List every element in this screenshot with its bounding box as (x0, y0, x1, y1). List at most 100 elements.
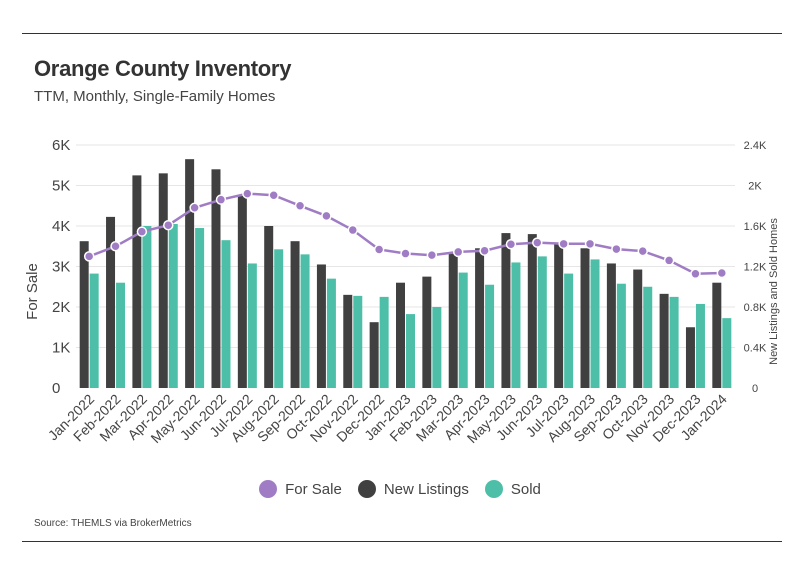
sold-bar (616, 283, 626, 388)
new-listings-bar (448, 253, 458, 388)
y-tick-label: 4K (52, 218, 70, 235)
legend-swatch-sold (484, 480, 503, 498)
new-listings-bar (606, 263, 616, 388)
legend-label-new-listings: New Listings (383, 480, 469, 498)
chart-subtitle: TTM, Monthly, Single-Family Homes (34, 88, 276, 105)
for-sale-point (505, 238, 517, 250)
y2-axis-title: New Listings and Sold Homes (768, 218, 780, 365)
for-sale-point (347, 224, 359, 236)
sold-bar (669, 296, 679, 388)
new-listings-bar (343, 294, 353, 388)
new-listings-bar (158, 173, 168, 388)
sold-bar (406, 314, 415, 388)
y-tick-label: 0 (52, 380, 60, 397)
y2-tick-label: 0.8K (744, 302, 767, 314)
new-listings-bar (580, 248, 590, 388)
for-sale-point (136, 226, 148, 237)
new-listings-bar (237, 194, 247, 388)
for-sale-point (373, 244, 385, 255)
sold-bar (379, 296, 389, 388)
new-listings-bar (685, 327, 695, 388)
sold-bar (537, 256, 547, 388)
chart-title: Orange County Inventory (34, 56, 292, 81)
sold-bar (300, 254, 310, 388)
for-sale-point (215, 194, 227, 205)
for-sale-point (400, 248, 411, 259)
y-tick-label: 2K (52, 299, 70, 316)
sold-bar (695, 303, 705, 388)
for-sale-point (558, 238, 569, 250)
for-sale-point (584, 238, 596, 250)
y-tick-label: 3K (52, 259, 70, 276)
legend-swatch-new-listings (357, 480, 376, 498)
new-listings-bar (475, 248, 485, 388)
for-sale-point (321, 210, 332, 222)
y2-tick-label: 0 (752, 383, 758, 395)
source-note: Source: THEMLS via BrokerMetrics (34, 518, 192, 529)
bottom-rule (22, 541, 782, 542)
for-sale-point (479, 245, 490, 256)
sold-bar (274, 249, 284, 388)
sold-bar (432, 307, 442, 388)
sold-bar (247, 263, 257, 388)
new-listings-bar (396, 282, 405, 388)
top-rule (22, 33, 782, 34)
for-sale-point (189, 202, 200, 214)
for-sale-point (426, 249, 438, 261)
new-listings-bar (554, 244, 564, 388)
new-listings-bar (422, 276, 432, 388)
new-listings-bar (633, 269, 643, 388)
new-listings-bar (185, 159, 195, 388)
for-sale-point (716, 267, 728, 279)
for-sale-point (611, 243, 622, 255)
sold-bar (722, 318, 732, 388)
sold-bar (195, 228, 205, 388)
legend-item-new-listings: New Listings (357, 480, 469, 498)
for-sale-line (88, 192, 722, 276)
y-axis-title: For Sale (24, 263, 41, 320)
y2-tick-label: 0.4K (744, 343, 767, 355)
for-sale-point (637, 245, 648, 257)
y2-tick-label: 2.4K (744, 140, 767, 152)
legend-label-for-sale: For Sale (285, 480, 342, 498)
for-sale-point (532, 237, 543, 248)
new-listings-bar (527, 234, 537, 388)
sold-bar (221, 240, 231, 388)
legend-label-sold: Sold (510, 480, 541, 498)
sold-bar (485, 284, 495, 388)
sold-bar (590, 259, 600, 388)
sold-bar (116, 282, 126, 388)
legend-item-sold: Sold (484, 480, 541, 498)
new-listings-bar (659, 293, 669, 388)
sold-bar (458, 272, 468, 388)
for-sale-point (452, 246, 464, 258)
for-sale-point (690, 268, 701, 280)
for-sale-point (110, 241, 121, 252)
for-sale-point (242, 188, 253, 199)
sold-bar (643, 286, 653, 388)
new-listings-bar (316, 264, 326, 388)
sold-bar (564, 273, 574, 388)
new-listings-bar (132, 175, 142, 388)
for-sale-point (83, 251, 95, 262)
new-listings-bar (712, 282, 722, 388)
for-sale-point (163, 219, 174, 231)
new-listings-bar (264, 226, 274, 388)
y2-tick-label: 1.6K (744, 221, 767, 233)
sold-bar (168, 223, 178, 388)
new-listings-bar (290, 241, 300, 388)
for-sale-point (663, 255, 675, 266)
y2-tick-label: 2K (748, 181, 762, 193)
new-listings-bar (501, 233, 511, 388)
legend: For Sale New Listings Sold (0, 480, 800, 498)
legend-item-for-sale: For Sale (259, 480, 342, 498)
sold-bar (142, 226, 152, 388)
new-listings-bar (369, 322, 379, 388)
for-sale-point (294, 200, 306, 211)
y-tick-label: 6K (52, 137, 70, 154)
y-tick-label: 1K (52, 340, 70, 357)
legend-swatch-for-sale (259, 480, 278, 498)
y2-tick-label: 1.2K (744, 262, 767, 274)
new-listings-bar (79, 241, 89, 388)
